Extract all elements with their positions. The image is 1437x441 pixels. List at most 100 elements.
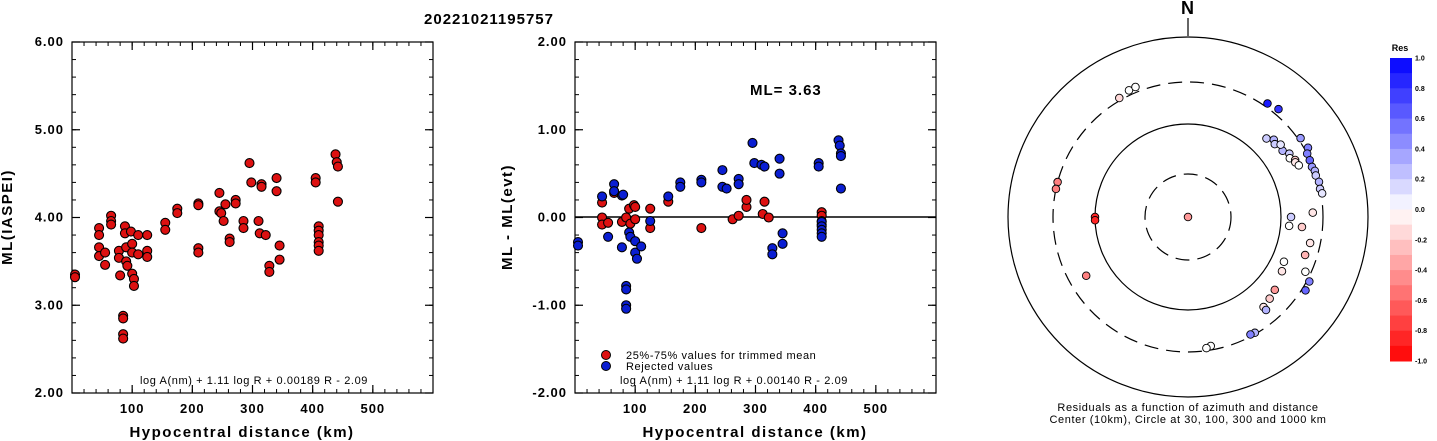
data-point bbox=[160, 224, 171, 235]
legend-rejected: Rejected values bbox=[626, 361, 713, 373]
data-point bbox=[193, 200, 204, 211]
data-point bbox=[115, 270, 126, 281]
data-point bbox=[717, 165, 728, 176]
colorbar-cell bbox=[1390, 73, 1412, 89]
colorbar-cell bbox=[1390, 224, 1412, 241]
data-point bbox=[621, 284, 632, 295]
y-tick-label: 5.00 bbox=[35, 122, 64, 137]
data-point bbox=[733, 210, 744, 221]
polar-point bbox=[1090, 215, 1100, 225]
data-point bbox=[630, 201, 641, 213]
y-tick-label: -2.00 bbox=[532, 385, 567, 400]
data-point bbox=[118, 333, 129, 344]
colorbar-label: 0.6 bbox=[1415, 116, 1425, 123]
colorbar-label: -0.6 bbox=[1415, 298, 1427, 305]
colorbar-cell bbox=[1390, 179, 1412, 195]
y-tick-label: 4.00 bbox=[35, 210, 64, 225]
data-point bbox=[253, 215, 264, 227]
panel1-x-ticks: 100 200 300 400 500 bbox=[71, 42, 434, 416]
data-point bbox=[122, 260, 133, 271]
data-point bbox=[759, 161, 770, 172]
colorbar-cell bbox=[1390, 315, 1412, 332]
polar-point bbox=[1301, 267, 1310, 276]
ml-residual-panel: -2.00 -1.00 0.00 1.00 2.00 100 200 300 400 500 M… bbox=[499, 34, 937, 441]
x-tick-label: 100 bbox=[120, 401, 145, 416]
x-tick-label: 400 bbox=[300, 401, 325, 416]
data-point bbox=[663, 191, 674, 202]
data-point bbox=[696, 222, 707, 234]
data-point bbox=[603, 217, 614, 228]
data-point bbox=[244, 158, 255, 169]
polar-point bbox=[1305, 238, 1315, 248]
north-label: N bbox=[1181, 0, 1195, 18]
data-point bbox=[741, 194, 752, 205]
x-tick-label: 300 bbox=[743, 401, 768, 416]
data-point bbox=[100, 259, 111, 270]
polar-point bbox=[1263, 99, 1272, 108]
polar-caption-2: Center (10km), Circle at 30, 100, 300 an… bbox=[1049, 414, 1326, 426]
polar-point bbox=[1276, 140, 1285, 149]
x-tick-label: 500 bbox=[863, 401, 888, 416]
panel1-y-ticks: 2.00 3.00 4.00 5.00 6.00 bbox=[35, 34, 433, 400]
data-point bbox=[609, 186, 620, 197]
data-point bbox=[271, 186, 282, 197]
circle-1000km bbox=[1007, 36, 1369, 398]
data-point bbox=[777, 228, 788, 239]
data-point bbox=[127, 238, 138, 249]
data-point bbox=[618, 189, 629, 200]
data-point bbox=[224, 237, 235, 248]
data-point bbox=[777, 238, 788, 249]
colorbar-labels: 1.0 0.8 0.6 0.4 0.2 0.0 -0.2 -0.4 -0.6 -0.8 -1.0 bbox=[1415, 56, 1427, 366]
panel1-points bbox=[69, 149, 343, 344]
data-point bbox=[172, 208, 183, 219]
data-point bbox=[332, 196, 343, 207]
colorbar-label: -0.4 bbox=[1415, 268, 1427, 275]
polar-point bbox=[1053, 177, 1062, 187]
polar-point bbox=[1314, 177, 1324, 187]
y-tick-label: 6.00 bbox=[35, 34, 64, 49]
polar-caption-1: Residuals as a function of azimuth and d… bbox=[1057, 402, 1318, 414]
x-tick-label: 400 bbox=[803, 401, 828, 416]
polar-point bbox=[1261, 305, 1271, 315]
data-point bbox=[118, 313, 129, 324]
colorbar-label: 0.4 bbox=[1415, 146, 1425, 153]
colorbar-label: -1.0 bbox=[1415, 359, 1427, 366]
data-point bbox=[133, 230, 144, 241]
polar-point bbox=[1277, 267, 1287, 276]
data-point bbox=[616, 242, 627, 253]
polar-point bbox=[1262, 134, 1271, 143]
colorbar-cell bbox=[1390, 58, 1412, 74]
legend-marker-rejected bbox=[601, 361, 611, 371]
colorbar-cell bbox=[1390, 345, 1412, 362]
data-point bbox=[835, 183, 846, 194]
data-point bbox=[264, 266, 275, 277]
colorbar-cell bbox=[1390, 285, 1412, 301]
data-point bbox=[572, 240, 584, 251]
colorbar-cell bbox=[1390, 239, 1412, 256]
data-point bbox=[133, 249, 144, 260]
data-point bbox=[142, 230, 153, 241]
polar-point bbox=[1294, 161, 1304, 170]
polar-point bbox=[1305, 277, 1314, 286]
data-point bbox=[332, 161, 343, 172]
y-tick-label: -1.00 bbox=[532, 297, 567, 312]
colorbar-label: 0.0 bbox=[1415, 207, 1425, 214]
polar-point bbox=[1317, 189, 1327, 198]
polar-point bbox=[1296, 133, 1305, 143]
data-point bbox=[193, 247, 204, 258]
data-point bbox=[597, 191, 608, 202]
data-point bbox=[260, 230, 271, 241]
figure-title: 20221021195757 bbox=[424, 11, 554, 28]
data-point bbox=[238, 222, 249, 234]
polar-point bbox=[1051, 184, 1061, 194]
polar-point bbox=[1274, 104, 1283, 114]
y-tick-label: 1.00 bbox=[538, 122, 567, 137]
data-point bbox=[246, 177, 257, 188]
data-point bbox=[218, 215, 229, 227]
polar-point bbox=[1115, 93, 1124, 103]
colorbar-label: 0.2 bbox=[1415, 177, 1425, 184]
data-point bbox=[759, 196, 770, 207]
y-tick-label: 2.00 bbox=[35, 385, 64, 400]
x-tick-label: 200 bbox=[683, 401, 708, 416]
